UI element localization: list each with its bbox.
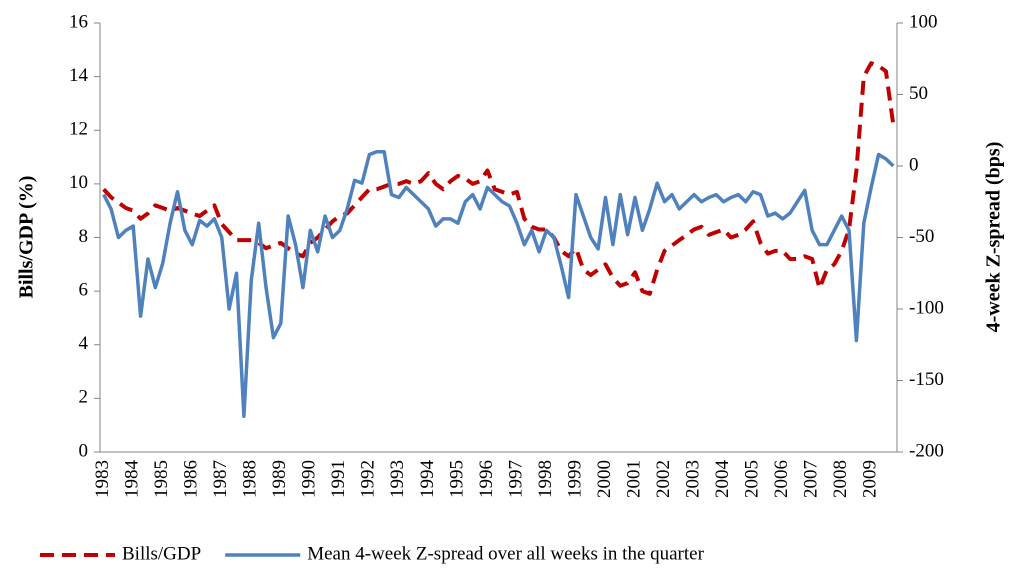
x-tick-label: 1986 <box>181 460 202 498</box>
x-tick-label: 2003 <box>682 460 703 498</box>
x-tick-label: 1997 <box>505 460 526 498</box>
y2-tick-label: 50 <box>909 83 928 104</box>
y2-tick-label: -50 <box>909 226 934 247</box>
x-tick-label: 2001 <box>623 460 644 498</box>
y-tick-label: 2 <box>79 387 89 408</box>
x-tick-label: 1990 <box>299 460 320 498</box>
x-tick-label: 1998 <box>535 460 556 498</box>
x-tick-label: 1995 <box>446 460 467 498</box>
y-tick-label: 16 <box>69 11 88 32</box>
x-tick-label: 1999 <box>564 460 585 498</box>
y2-tick-label: -200 <box>909 440 944 461</box>
y-tick-label: 6 <box>79 279 89 300</box>
x-tick-label: 2004 <box>712 460 733 499</box>
x-tick-label: 1991 <box>328 460 349 498</box>
x-tick-label: 1985 <box>151 460 172 498</box>
y2-tick-label: 0 <box>909 154 919 175</box>
x-tick-label: 1984 <box>122 460 143 499</box>
x-tick-label: 1993 <box>387 460 408 498</box>
y-tick-label: 12 <box>69 119 88 140</box>
x-tick-label: 1996 <box>476 460 497 498</box>
y-tick-label: 4 <box>79 333 89 354</box>
y-tick-label: 0 <box>79 440 89 461</box>
x-tick-label: 1989 <box>269 460 290 498</box>
x-tick-label: 2002 <box>653 460 674 498</box>
y2-tick-label: -100 <box>909 297 944 318</box>
x-tick-label: 1988 <box>240 460 261 498</box>
legend-label: Mean 4-week Z-spread over all weeks in t… <box>307 543 704 564</box>
x-tick-label: 2000 <box>594 460 615 498</box>
y2-axis-title: 4-week Z-spread (bps) <box>983 142 1005 333</box>
y2-tick-label: -150 <box>909 369 944 390</box>
x-tick-label: 1994 <box>417 460 438 499</box>
x-tick-label: 2009 <box>860 460 881 498</box>
y2-tick-label: 100 <box>909 11 938 32</box>
y-tick-label: 8 <box>79 226 89 247</box>
x-tick-label: 1987 <box>210 460 231 498</box>
y-tick-label: 10 <box>69 172 88 193</box>
y-axis-title: Bills/GDP (%) <box>16 176 38 299</box>
x-tick-label: 2007 <box>800 460 821 498</box>
line-series <box>102 149 895 418</box>
y-tick-label: 14 <box>69 65 89 86</box>
line-series <box>102 61 896 296</box>
legend-label: Bills/GDP <box>122 543 201 564</box>
x-tick-label: 1983 <box>92 460 113 498</box>
x-tick-label: 2005 <box>741 460 762 498</box>
x-tick-label: 2006 <box>771 460 792 498</box>
x-tick-label: 1992 <box>358 460 379 498</box>
x-tick-label: 2008 <box>830 460 851 498</box>
